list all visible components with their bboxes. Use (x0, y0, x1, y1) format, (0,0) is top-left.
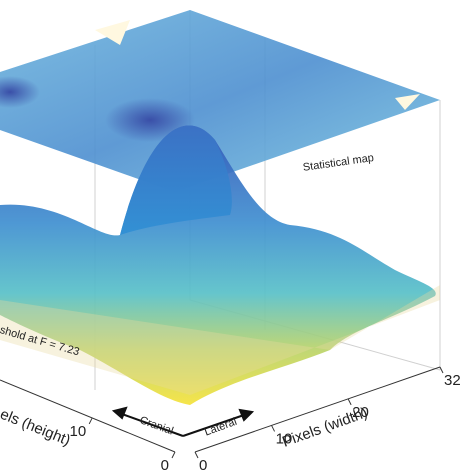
surface-peak (120, 125, 232, 235)
statistical-map (0, 10, 440, 192)
y-axis-line (0, 379, 176, 453)
map-edge (95, 20, 130, 45)
x-tick (194, 451, 199, 459)
surface (0, 125, 436, 405)
x-tick-label: 10 (276, 430, 293, 447)
direction-arrows (111, 406, 255, 437)
map-edge (395, 94, 420, 110)
x-tick (271, 425, 276, 432)
y-tick (88, 417, 93, 425)
x-tick-label: 0 (199, 457, 207, 474)
x-tick (347, 398, 352, 406)
map-blob (0, 76, 40, 108)
annotation: Statistical map (302, 152, 375, 174)
x-tick-label: 32 (444, 372, 461, 389)
x-axis-line (194, 366, 441, 453)
annotation: Cranial (138, 414, 175, 437)
x-tick (439, 366, 444, 374)
threshold-plane (0, 285, 440, 395)
y-axis-label: els (height) (0, 406, 73, 450)
y-tick-label: 0 (161, 457, 169, 474)
y-tick-label: 10 (70, 423, 87, 440)
y-tick (171, 451, 176, 459)
x-tick-label: 20 (352, 404, 369, 421)
annotation: Lateral (203, 416, 239, 439)
